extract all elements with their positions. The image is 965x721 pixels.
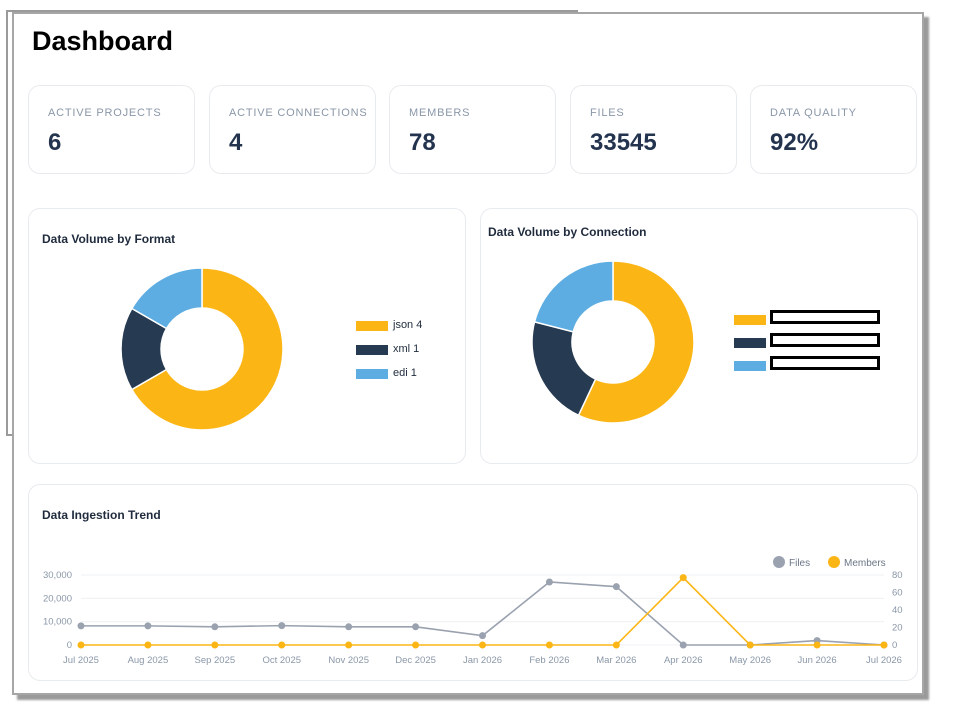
legend-swatch (356, 345, 388, 355)
x-tick-label: Jul 2026 (866, 655, 902, 666)
x-tick-label: Aug 2025 (128, 655, 169, 666)
y-right-tick-label: 60 (892, 588, 903, 599)
stat-label: DATA QUALITY (770, 107, 857, 119)
y-left-tick-label: 30,000 (43, 570, 72, 581)
x-tick-label: May 2026 (729, 655, 771, 666)
data-point-members[interactable] (144, 641, 152, 649)
y-left-tick-label: 10,000 (43, 617, 72, 628)
redaction-box (770, 333, 880, 347)
stat-value: 6 (48, 129, 62, 156)
data-point-members[interactable] (77, 641, 85, 649)
stat-card-files[interactable]: FILES 33545 (570, 85, 737, 174)
y-left-tick-label: 0 (67, 640, 72, 651)
connection-chart-title: Data Volume by Connection (488, 225, 647, 239)
y-left-tick-label: 20,000 (43, 593, 72, 604)
data-point-files[interactable] (679, 641, 687, 649)
legend-swatch (356, 321, 388, 331)
data-point-files[interactable] (278, 622, 286, 630)
legend-marker-files[interactable] (773, 556, 785, 568)
x-tick-label: Feb 2026 (529, 655, 569, 666)
stat-label: FILES (590, 107, 625, 119)
legend-swatch (734, 315, 766, 325)
trend-chart-card: Data Ingestion Trend 0 10,000 20,000 30,000… (28, 484, 918, 681)
data-point-members[interactable] (211, 641, 219, 649)
x-tick-label: Jan 2026 (463, 655, 502, 666)
legend-label: edi 1 (393, 367, 417, 379)
data-point-files[interactable] (144, 622, 152, 630)
legend-swatch (734, 338, 766, 348)
trend-line-chart: 0 10,000 20,000 30,000 0 20 40 60 80 Jul 2025 Aug … (43, 556, 903, 666)
stat-value: 78 (409, 129, 436, 156)
data-point-files[interactable] (77, 622, 85, 630)
donut-slice-edi[interactable] (130, 267, 203, 330)
donut-slice-json[interactable] (130, 267, 284, 431)
redaction-box (770, 310, 880, 324)
x-tick-label: Sep 2025 (194, 655, 235, 666)
stat-value: 92% (770, 129, 819, 156)
connection-chart-card: Data Volume by Connection (480, 208, 918, 464)
trend-chart-title: Data Ingestion Trend (42, 508, 161, 522)
stat-card-data-quality[interactable]: DATA QUALITY 92% (750, 85, 917, 174)
x-tick-label: Jun 2026 (798, 655, 837, 666)
legend-label-files[interactable]: Files (789, 558, 810, 569)
x-tick-label: Apr 2026 (664, 655, 703, 666)
y-right-tick-label: 0 (892, 640, 897, 651)
stat-card-active-connections[interactable]: ACTIVE CONNECTIONS 4 (209, 85, 376, 174)
stat-label: ACTIVE PROJECTS (48, 107, 162, 119)
data-point-members[interactable] (679, 574, 687, 582)
stat-card-members[interactable]: MEMBERS 78 (389, 85, 556, 174)
y-right-tick-label: 40 (892, 605, 903, 616)
x-tick-label: Dec 2025 (395, 655, 436, 666)
donut-slice-1[interactable] (577, 260, 695, 424)
stat-card-active-projects[interactable]: ACTIVE PROJECTS 6 (28, 85, 195, 174)
data-point-members[interactable] (612, 641, 620, 649)
legend-swatch (734, 361, 766, 371)
page-title: Dashboard (32, 26, 174, 56)
data-point-members[interactable] (345, 641, 353, 649)
stat-value: 4 (229, 129, 243, 156)
format-chart-card: Data Volume by Format json 4 xml 1 edi 1 (28, 208, 466, 464)
stat-label: MEMBERS (409, 107, 471, 119)
legend-label-members[interactable]: Members (844, 558, 886, 569)
format-donut-chart (120, 267, 284, 431)
donut-slice-3[interactable] (533, 260, 614, 333)
y-right-tick-label: 80 (892, 570, 903, 581)
stat-value: 33545 (590, 129, 657, 156)
legend-swatch (356, 369, 388, 379)
y-right-tick-label: 20 (892, 623, 903, 634)
data-point-members[interactable] (880, 641, 888, 649)
data-point-files[interactable] (612, 583, 620, 591)
legend-marker-members[interactable] (828, 556, 840, 568)
legend-label: xml 1 (393, 343, 420, 355)
data-point-members[interactable] (412, 641, 420, 649)
data-point-members[interactable] (479, 641, 486, 649)
redaction-box (770, 356, 880, 370)
data-point-files[interactable] (479, 632, 486, 640)
data-point-members[interactable] (545, 641, 553, 649)
dashboard-window: Dashboard ACTIVE PROJECTS 6 ACTIVE CONNE… (12, 12, 924, 695)
data-point-members[interactable] (278, 641, 286, 649)
data-point-files[interactable] (545, 578, 553, 586)
data-point-files[interactable] (211, 623, 219, 631)
x-tick-label: Oct 2025 (262, 655, 301, 666)
x-tick-label: Mar 2026 (596, 655, 636, 666)
format-chart-title: Data Volume by Format (42, 232, 176, 246)
x-tick-label: Nov 2025 (328, 655, 369, 666)
connection-donut-chart (531, 260, 695, 424)
data-point-files[interactable] (345, 623, 353, 631)
legend-label: json 4 (393, 319, 423, 331)
x-tick-label: Jul 2025 (63, 655, 99, 666)
data-point-files[interactable] (412, 623, 420, 631)
stat-label: ACTIVE CONNECTIONS (229, 107, 368, 119)
data-point-members[interactable] (746, 641, 754, 649)
data-point-members[interactable] (813, 641, 821, 649)
